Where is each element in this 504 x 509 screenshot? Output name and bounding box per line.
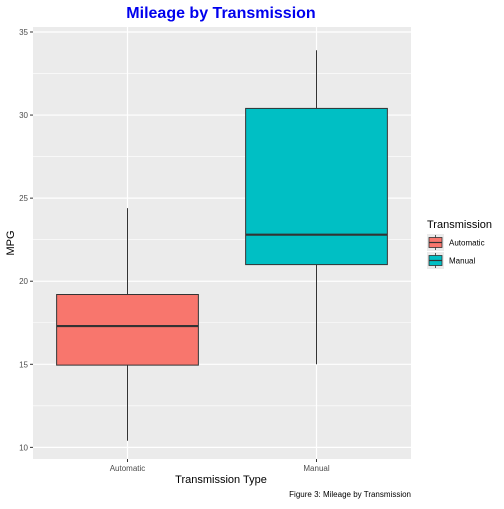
box-automatic (56, 294, 199, 366)
axis-layer: 10 15 20 25 30 35 Automatic Manual (19, 28, 330, 473)
legend: Transmission Automatic Manual (427, 219, 492, 269)
figure-caption: Figure 3: Mileage by Transmission (289, 490, 411, 499)
y-tick-label: 10 (19, 443, 28, 452)
x-tick-label-automatic: Automatic (110, 464, 146, 473)
legend-label-manual: Manual (449, 257, 475, 266)
y-tick-label: 25 (19, 194, 28, 203)
box-manual (245, 107, 388, 266)
y-tick-label: 35 (19, 28, 28, 37)
y-tick-label: 15 (19, 360, 28, 369)
x-tick-label-manual: Manual (303, 464, 329, 473)
legend-items: Automatic Manual (427, 234, 485, 269)
y-axis-label: MPG (5, 230, 17, 255)
legend-label-automatic: Automatic (449, 239, 485, 248)
y-tick-label: 30 (19, 111, 28, 120)
box-layer (56, 50, 388, 441)
y-tick-label: 20 (19, 277, 28, 286)
legend-title: Transmission (427, 219, 492, 231)
chart-title: Mileage by Transmission (126, 5, 315, 22)
x-axis-label: Transmission Type (175, 474, 267, 486)
